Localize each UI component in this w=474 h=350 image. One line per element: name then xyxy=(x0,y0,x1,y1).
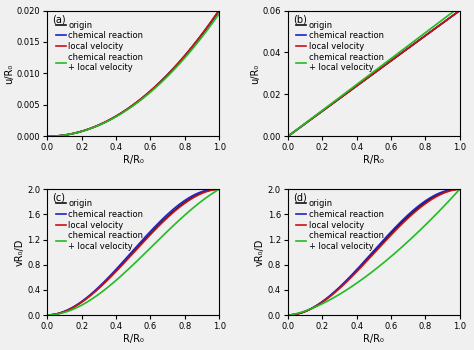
Text: (c): (c) xyxy=(53,193,65,203)
Y-axis label: vR₀/D: vR₀/D xyxy=(14,238,25,266)
X-axis label: R/R₀: R/R₀ xyxy=(123,155,144,165)
Legend: origin, chemical reaction, local velocity, chemical reaction
+ local velocity: origin, chemical reaction, local velocit… xyxy=(296,198,385,251)
Legend: origin, chemical reaction, local velocity, chemical reaction
+ local velocity: origin, chemical reaction, local velocit… xyxy=(55,20,144,73)
Text: (b): (b) xyxy=(293,14,307,24)
X-axis label: R/R₀: R/R₀ xyxy=(364,155,384,165)
Legend: origin, chemical reaction, local velocity, chemical reaction
+ local velocity: origin, chemical reaction, local velocit… xyxy=(296,20,385,73)
Y-axis label: vR₀/D: vR₀/D xyxy=(255,238,265,266)
Y-axis label: u/R₀: u/R₀ xyxy=(4,63,14,84)
X-axis label: R/R₀: R/R₀ xyxy=(364,334,384,344)
Legend: origin, chemical reaction, local velocity, chemical reaction
+ local velocity: origin, chemical reaction, local velocit… xyxy=(55,198,144,251)
Y-axis label: u/R₀: u/R₀ xyxy=(250,63,260,84)
Text: (d): (d) xyxy=(293,193,307,203)
X-axis label: R/R₀: R/R₀ xyxy=(123,334,144,344)
Text: (a): (a) xyxy=(53,14,66,24)
